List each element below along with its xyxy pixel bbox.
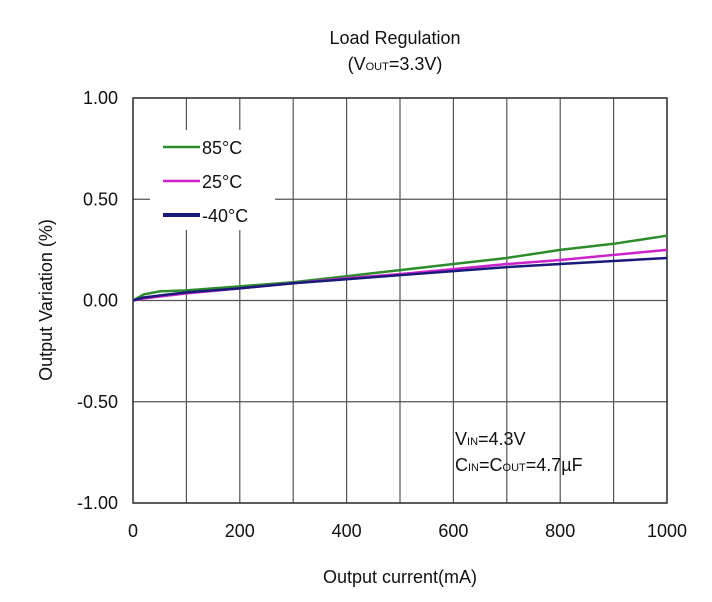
annotation-text: =4.7µF (526, 455, 583, 475)
series-line (132, 234, 668, 302)
annotation: CIN=COUT=4.7µF (455, 455, 583, 475)
x-tick-label: 0 (128, 521, 138, 541)
chart-title: Load Regulation (329, 28, 460, 48)
annotation-text: =C (479, 455, 503, 475)
subtitle-suffix: =3.3V) (389, 54, 443, 74)
y-tick-label: 1.00 (83, 88, 118, 108)
series-line (132, 256, 668, 302)
annotation-text: =4.3V (478, 429, 526, 449)
series-lines (132, 234, 668, 302)
x-tick-label: 600 (438, 521, 468, 541)
legend: 85°C 25°C -40°C (150, 130, 275, 230)
annotation-text: V (455, 429, 467, 449)
grid (132, 97, 668, 504)
x-tick-label: 800 (545, 521, 575, 541)
y-tick-label: -0.50 (77, 392, 118, 412)
legend-label: 85°C (202, 138, 242, 158)
chart-subtitle: (VOUT=3.3V) (348, 54, 443, 74)
subtitle-prefix: (V (348, 54, 366, 74)
y-tick-labels: 1.00 0.50 0.00 -0.50 -1.00 (77, 88, 118, 513)
x-tick-labels: 0 200 400 600 800 1000 (128, 521, 687, 541)
x-tick-label: 400 (332, 521, 362, 541)
x-tick-label: 200 (225, 521, 255, 541)
annotation-text: C (455, 455, 468, 475)
y-axis-label: Output Variation (%) (36, 219, 56, 381)
legend-label: 25°C (202, 172, 242, 192)
annotation-subscript: OUT (503, 462, 527, 474)
legend-label: -40°C (202, 206, 248, 226)
y-tick-label: 0.50 (83, 189, 118, 209)
annotation-subscript: IN (468, 462, 479, 474)
x-axis-label: Output current(mA) (323, 567, 477, 587)
annotation: VIN=4.3V (455, 429, 526, 449)
x-tick-label: 1000 (647, 521, 687, 541)
y-tick-label: -1.00 (77, 493, 118, 513)
annotation-subscript: IN (467, 436, 478, 448)
y-tick-label: 0.00 (83, 291, 118, 311)
subtitle-subscript: OUT (366, 61, 390, 73)
